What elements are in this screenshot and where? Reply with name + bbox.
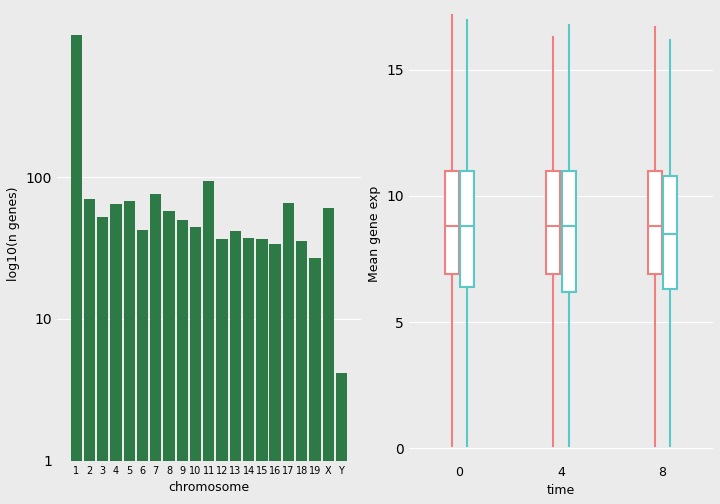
PathPatch shape: [546, 171, 560, 274]
Bar: [110, 204, 122, 504]
PathPatch shape: [445, 171, 459, 274]
Bar: [323, 208, 334, 504]
Bar: [71, 35, 82, 504]
Bar: [217, 239, 228, 504]
Bar: [97, 217, 108, 504]
Bar: [124, 201, 135, 504]
PathPatch shape: [648, 171, 662, 274]
PathPatch shape: [663, 176, 677, 289]
Y-axis label: Mean gene exp: Mean gene exp: [368, 185, 381, 282]
Y-axis label: log10(n genes): log10(n genes): [7, 186, 20, 281]
Bar: [296, 241, 307, 504]
Bar: [243, 238, 254, 504]
Bar: [256, 239, 268, 504]
Bar: [176, 220, 188, 504]
Bar: [84, 199, 95, 504]
PathPatch shape: [562, 171, 575, 292]
X-axis label: chromosome: chromosome: [168, 481, 249, 494]
Bar: [230, 231, 241, 504]
Bar: [336, 373, 347, 504]
Bar: [269, 244, 281, 504]
Bar: [137, 229, 148, 504]
Bar: [150, 194, 161, 504]
X-axis label: time: time: [547, 484, 575, 497]
Bar: [283, 203, 294, 504]
Bar: [310, 258, 320, 504]
Bar: [163, 211, 175, 504]
Bar: [190, 227, 201, 504]
Bar: [203, 181, 215, 504]
PathPatch shape: [460, 171, 474, 287]
